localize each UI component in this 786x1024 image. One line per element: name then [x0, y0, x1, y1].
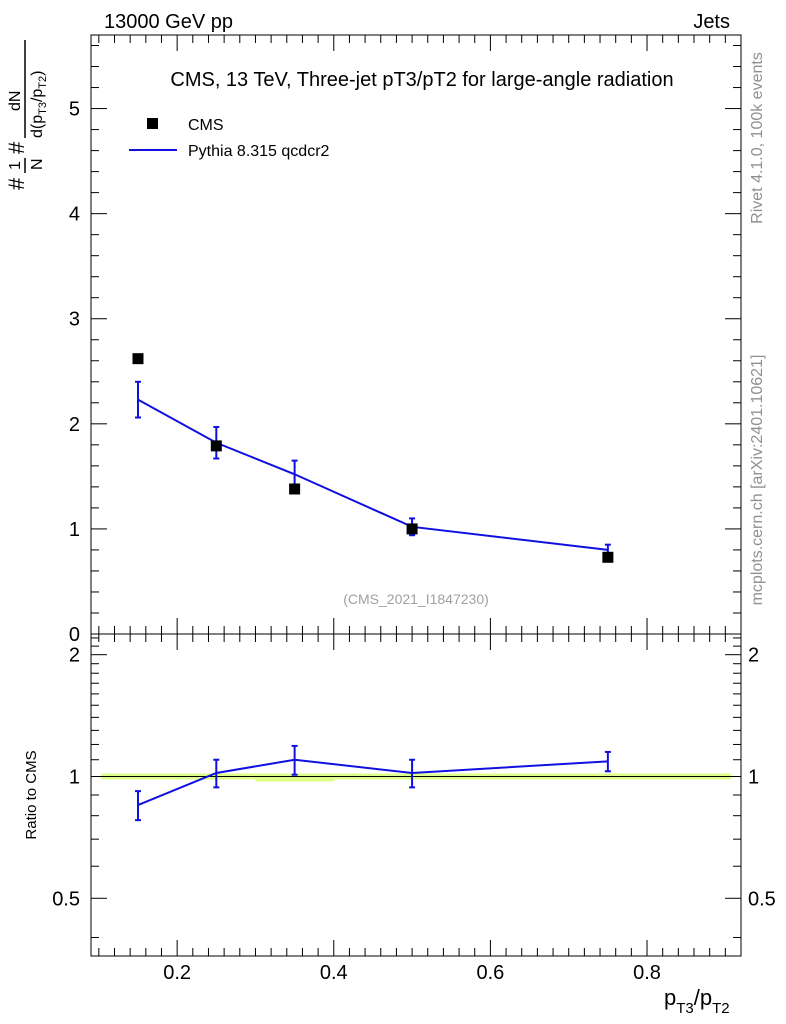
ylabel-one: 1 — [7, 161, 24, 170]
analysis-watermark: (CMS_2021_I1847230) — [343, 591, 489, 607]
ratio-y-tick-label-left: 1 — [69, 766, 80, 788]
cms-data-point — [406, 523, 418, 535]
source-info-label: mcplots.cern.ch [arXiv:2401.10621] — [749, 355, 766, 606]
main-plot-panel: CMS, 13 TeV, Three-jet pT3/pT2 for large… — [4, 34, 742, 646]
cms-uncertainty-band — [255, 773, 334, 782]
main-y-tick-label: 3 — [69, 309, 80, 331]
ylabel-hash-1: # — [4, 177, 29, 190]
plot-title: CMS, 13 TeV, Three-jet pT3/pT2 for large… — [170, 69, 673, 91]
ratio-plot-frame — [90, 633, 742, 957]
x-axis-label: pT3/pT2 — [664, 985, 730, 1017]
pythia-ratio-line — [137, 758, 608, 806]
ylabel-n: N — [29, 158, 46, 170]
x-tick-label: 0.2 — [163, 962, 191, 984]
ratio-y-axis-label: Ratio to CMS — [23, 750, 40, 839]
ratio-plot-panel: 0.5 0.5 1 1 2 2 0.2 0.4 0.6 0.8 Ratio to CMS pT3/… — [23, 633, 776, 1017]
ratio-y-tick-label-right: 0.5 — [748, 888, 776, 910]
pythia-line — [137, 398, 608, 551]
ylabel-hash-2: # — [4, 141, 29, 154]
x-tick-label: 0.8 — [633, 962, 661, 984]
main-y-tick-label: 4 — [69, 204, 80, 226]
x-tick-label: 0.6 — [476, 962, 504, 984]
rivet-info-label: Rivet 4.1.0, 100k events — [749, 52, 766, 224]
ratio-y-tick-label-right: 2 — [748, 645, 759, 667]
cms-data-point — [289, 483, 301, 495]
legend-cms-marker — [147, 118, 158, 129]
ratio-y-tick-label-left: 2 — [69, 645, 80, 667]
main-y-tick-label: 2 — [69, 414, 80, 436]
legend-pythia-label: Pythia 8.315 qcdcr2 — [188, 143, 330, 160]
ratio-y-tick-label-left: 0.5 — [52, 888, 80, 910]
cms-data-point — [210, 440, 222, 452]
cms-data-point — [602, 551, 614, 563]
ylabel-denominator: d(pT3/pT2) — [29, 71, 49, 138]
main-y-axis-label: # 1 N # dN d(pT3/pT2) — [4, 40, 49, 190]
ratio-y-tick-label-right: 1 — [748, 766, 759, 788]
ylabel-dn: dN — [7, 91, 24, 111]
main-y-tick-label: 5 — [69, 99, 80, 121]
energy-label: 13000 GeV pp — [104, 11, 233, 33]
x-tick-label: 0.4 — [320, 962, 348, 984]
main-y-tick-label: 0 — [69, 624, 80, 646]
cms-data-point — [132, 353, 144, 365]
legend-cms-label: CMS — [188, 117, 224, 134]
category-label: Jets — [693, 11, 730, 33]
legend: CMS Pythia 8.315 qcdcr2 — [129, 117, 330, 160]
main-y-tick-label: 1 — [69, 519, 80, 541]
